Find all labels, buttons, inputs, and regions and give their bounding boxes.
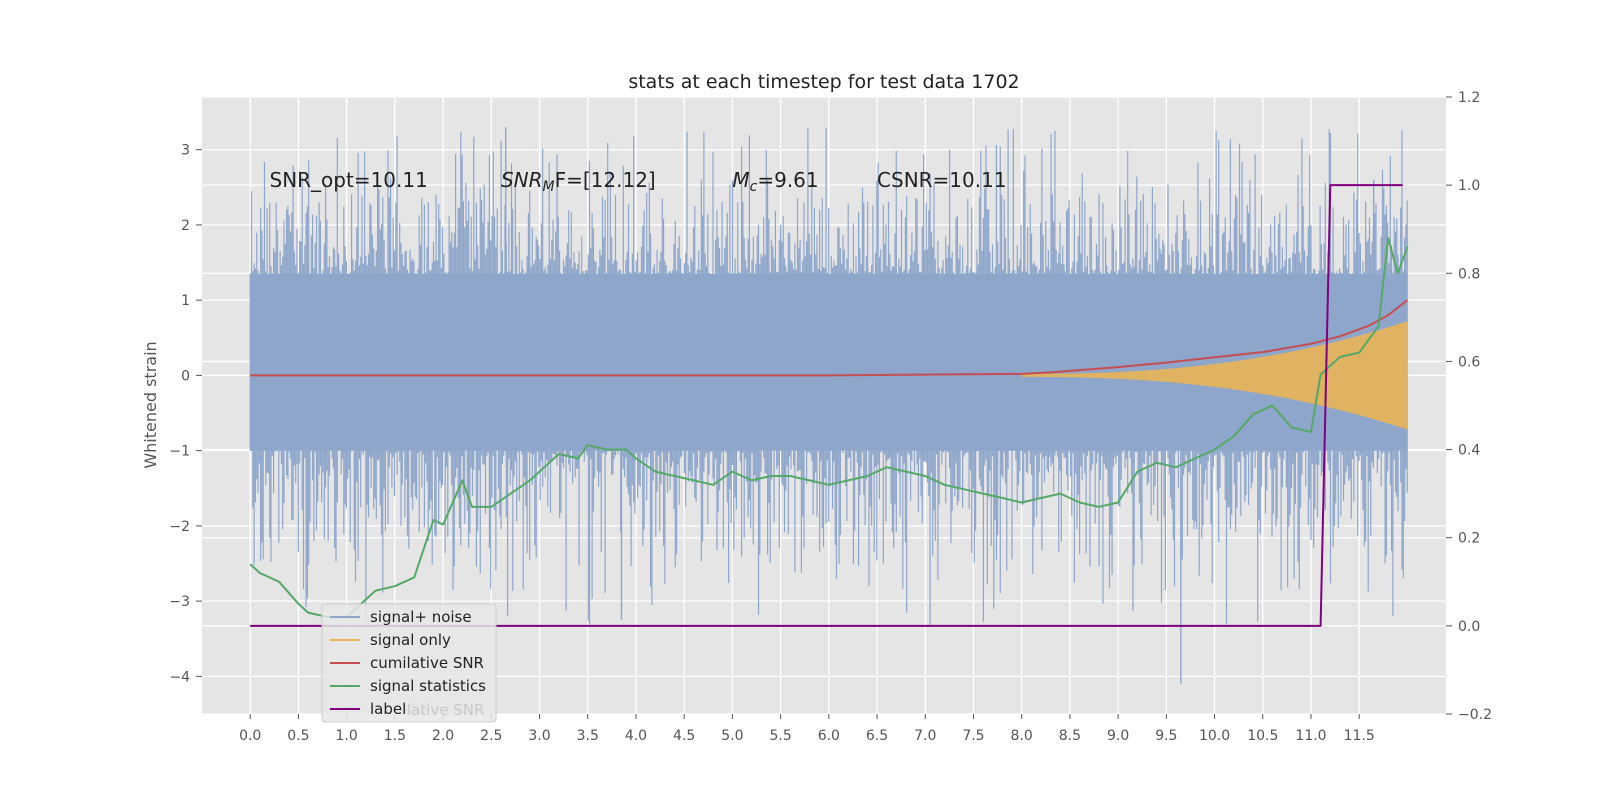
x-axis-ticks: 0.0 0.5 1.0 1.5 2.0 2.5 3.0 3.5 4.0 4.5 5.0 5.5 6.0 6… — [239, 714, 1375, 744]
legend-ghost-text: lative SNR — [407, 701, 484, 719]
legend-box — [321, 603, 497, 723]
x-tick-label: 0.5 — [287, 728, 309, 744]
x-tick-label: 3.5 — [577, 728, 599, 744]
x-tick-label: 5.5 — [769, 728, 791, 744]
x-tick-label: 2.0 — [432, 728, 454, 744]
x-tick-label: 11.0 — [1295, 728, 1326, 744]
x-tick-label: 10.5 — [1247, 728, 1278, 744]
y-tick-label: 3 — [181, 143, 190, 159]
y2-tick-label: −0.2 — [1458, 707, 1492, 723]
x-tick-label: 7.5 — [962, 728, 984, 744]
x-tick-label: 7.0 — [914, 728, 936, 744]
x-tick-label: 1.0 — [336, 728, 358, 744]
x-tick-label: 10.0 — [1199, 728, 1230, 744]
x-tick-label: 8.0 — [1011, 728, 1033, 744]
annotation-1: SNR_opt=10.11 — [270, 168, 428, 192]
y-axis-ticks: 3 2 1 0 −1 −2 −3 −4 — [169, 143, 202, 685]
x-tick-label: 6.5 — [866, 728, 888, 744]
signal-noise-series — [249, 127, 1408, 684]
signal-only-series — [1021, 321, 1408, 430]
label-line — [250, 184, 1403, 627]
y-tick-label: 1 — [181, 293, 190, 309]
y-tick-label: −3 — [169, 594, 190, 610]
legend-entry: signal+ noise — [370, 608, 472, 626]
y2-axis-ticks: 1.2 1.0 0.8 0.6 0.4 0.2 0.0 −0.2 — [1446, 90, 1492, 723]
y2-tick-label: 0.8 — [1458, 266, 1480, 282]
cumilative-snr-line — [250, 299, 1409, 377]
y2-tick-label: 0.0 — [1458, 619, 1480, 635]
x-tick-label: 4.5 — [673, 728, 695, 744]
legend-entry: label — [370, 700, 406, 718]
legend-entry: signal only — [370, 631, 451, 649]
y2-tick-label: 1.2 — [1458, 90, 1480, 106]
y-tick-label: −4 — [169, 669, 190, 685]
x-tick-label: 1.5 — [384, 728, 406, 744]
annotations: SNR_opt=10.11 SNRMF=[12.12] Mc=9.61 CSNR=10… — [270, 168, 1007, 195]
annotation-3: Mc=9.61 — [732, 168, 818, 195]
y2-tick-label: 1.0 — [1458, 178, 1480, 194]
legend-entry: signal statistics — [370, 677, 486, 695]
y-axis-label: Whitened strain — [141, 341, 160, 468]
y-tick-label: −2 — [169, 519, 190, 535]
y2-tick-label: 0.4 — [1458, 443, 1480, 459]
x-tick-label: 0.0 — [239, 728, 261, 744]
signal-statistics-line — [249, 237, 1409, 618]
x-tick-label: 6.0 — [818, 728, 840, 744]
x-tick-label: 8.5 — [1059, 728, 1081, 744]
x-tick-label: 9.5 — [1155, 728, 1177, 744]
signal-noise-spikes — [249, 128, 1408, 626]
x-tick-label: 9.0 — [1107, 728, 1129, 744]
x-tick-label: 5.0 — [721, 728, 743, 744]
annotation-4: CSNR=10.11 — [877, 168, 1007, 192]
signal-only-envelope — [1021, 321, 1408, 430]
y-tick-label: 2 — [181, 218, 190, 234]
x-tick-label: 4.0 — [625, 728, 647, 744]
legend: lative SNR signal+ noise signal only cumila… — [321, 603, 497, 723]
legend-entry: cumilative SNR — [370, 654, 484, 672]
plot-area — [249, 127, 1409, 684]
annotation-2: SNRMF=[12.12] — [501, 168, 656, 195]
chart-title: stats at each timestep for test data 170… — [628, 71, 1019, 93]
y-tick-label: 0 — [181, 368, 190, 384]
y2-tick-label: 0.2 — [1458, 531, 1480, 547]
x-tick-label: 11.5 — [1344, 728, 1375, 744]
y2-tick-label: 0.6 — [1458, 354, 1480, 370]
y-tick-label: −1 — [169, 444, 190, 460]
x-tick-label: 3.0 — [528, 728, 550, 744]
x-tick-label: 2.5 — [480, 728, 502, 744]
